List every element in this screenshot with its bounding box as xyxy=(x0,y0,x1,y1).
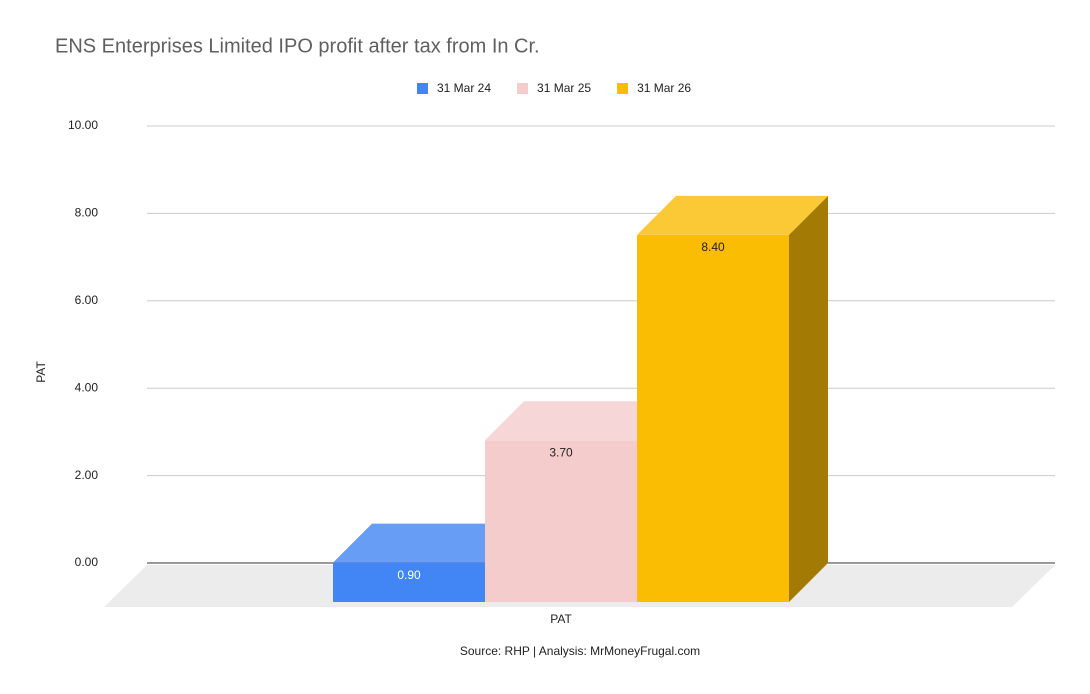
bar-top xyxy=(485,401,676,441)
bar-top xyxy=(637,195,828,235)
y-tick-label: 10.00 xyxy=(68,118,98,132)
data-label: 0.90 xyxy=(397,568,421,582)
y-tick-label: 8.00 xyxy=(75,206,99,220)
bar xyxy=(637,234,789,603)
legend-swatch xyxy=(617,83,629,94)
legend-label: 31 Mar 26 xyxy=(637,81,691,95)
legend-label: 31 Mar 25 xyxy=(537,81,591,95)
legend-swatch xyxy=(517,83,529,94)
bar-top xyxy=(333,523,524,563)
data-label: 3.70 xyxy=(549,445,573,459)
y-axis-title: PAT xyxy=(34,361,48,383)
source-note: Source: RHP | Analysis: MrMoneyFrugal.co… xyxy=(460,644,700,658)
bar xyxy=(333,562,485,602)
y-tick-label: 2.00 xyxy=(75,468,99,482)
legend-swatch xyxy=(417,83,428,94)
y-tick-label: 6.00 xyxy=(75,293,99,307)
data-label: 8.40 xyxy=(701,240,725,254)
chart-title: ENS Enterprises Limited IPO profit after… xyxy=(55,35,540,57)
legend-label: 31 Mar 24 xyxy=(437,81,491,95)
bar-side xyxy=(789,195,828,603)
y-tick-label: 0.00 xyxy=(75,555,99,569)
bar xyxy=(485,440,637,602)
x-tick-label: PAT xyxy=(550,612,572,626)
y-tick-label: 4.00 xyxy=(75,380,99,394)
